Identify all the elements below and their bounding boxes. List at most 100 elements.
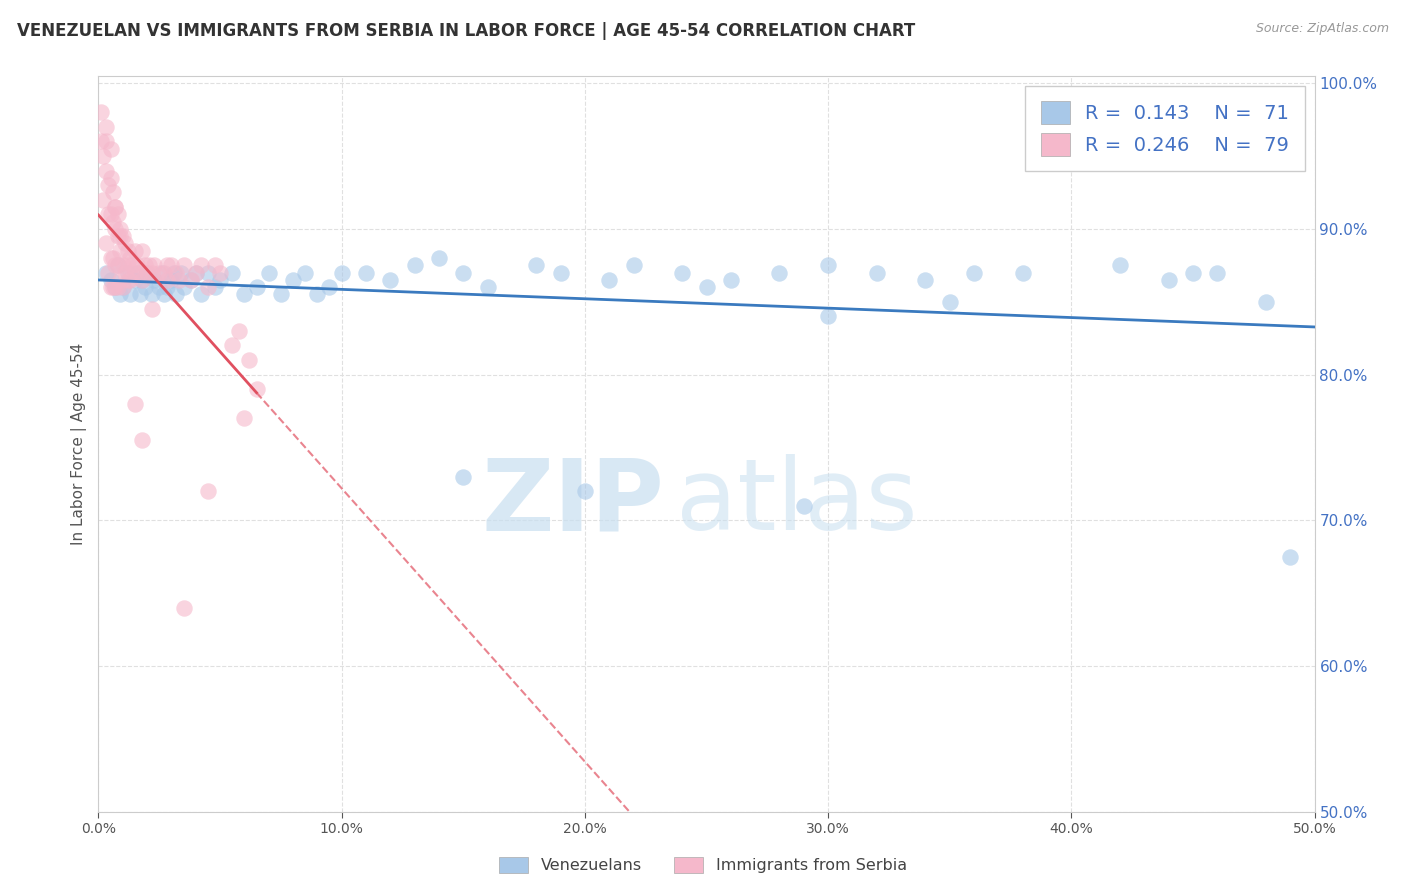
Point bbox=[134, 258, 156, 272]
Point bbox=[94, 163, 117, 178]
Point bbox=[111, 280, 134, 294]
Point bbox=[245, 280, 267, 294]
Point bbox=[101, 280, 124, 294]
Point bbox=[167, 273, 190, 287]
Point bbox=[100, 280, 122, 294]
Point bbox=[104, 200, 127, 214]
Point bbox=[233, 411, 256, 425]
Point bbox=[111, 280, 134, 294]
Point bbox=[257, 266, 280, 280]
Point bbox=[1182, 266, 1205, 280]
Point bbox=[204, 258, 226, 272]
Point bbox=[131, 433, 153, 447]
Point bbox=[720, 273, 742, 287]
Point bbox=[209, 273, 232, 287]
Point bbox=[1279, 549, 1302, 564]
Point bbox=[281, 273, 304, 287]
Point bbox=[233, 287, 256, 301]
Point bbox=[117, 273, 139, 287]
Point bbox=[148, 280, 170, 294]
Point bbox=[101, 214, 124, 228]
Point bbox=[118, 273, 141, 287]
Point bbox=[110, 244, 132, 258]
Point bbox=[118, 287, 141, 301]
Point bbox=[204, 280, 226, 294]
Point bbox=[1206, 266, 1229, 280]
Point bbox=[131, 273, 153, 287]
Point bbox=[124, 266, 146, 280]
Point bbox=[696, 280, 718, 294]
Point bbox=[128, 287, 150, 301]
Point bbox=[111, 229, 134, 244]
Point bbox=[939, 294, 962, 309]
Point bbox=[100, 170, 122, 185]
Point bbox=[817, 258, 839, 272]
Point bbox=[294, 266, 316, 280]
Point bbox=[197, 266, 219, 280]
Legend: Venezuelans, Immigrants from Serbia: Venezuelans, Immigrants from Serbia bbox=[494, 850, 912, 880]
Point bbox=[173, 280, 195, 294]
Point bbox=[141, 266, 163, 280]
Point bbox=[330, 266, 353, 280]
Point bbox=[101, 186, 124, 200]
Point bbox=[173, 600, 195, 615]
Point bbox=[143, 258, 166, 272]
Point bbox=[91, 193, 114, 207]
Point bbox=[110, 273, 132, 287]
Point bbox=[170, 266, 193, 280]
Point bbox=[1109, 258, 1132, 272]
Point bbox=[134, 280, 156, 294]
Point bbox=[148, 266, 170, 280]
Point bbox=[118, 251, 141, 265]
Point bbox=[184, 266, 207, 280]
Point bbox=[100, 142, 122, 156]
Point bbox=[354, 266, 377, 280]
Point bbox=[228, 324, 250, 338]
Point bbox=[453, 266, 475, 280]
Point bbox=[131, 244, 153, 258]
Point bbox=[90, 135, 112, 149]
Point bbox=[155, 273, 177, 287]
Point bbox=[238, 353, 260, 368]
Point bbox=[245, 382, 267, 396]
Point bbox=[104, 280, 127, 294]
Point bbox=[107, 258, 129, 272]
Point bbox=[160, 258, 183, 272]
Point bbox=[100, 207, 122, 221]
Point bbox=[270, 287, 292, 301]
Point bbox=[550, 266, 572, 280]
Point bbox=[107, 280, 129, 294]
Point bbox=[117, 266, 139, 280]
Point bbox=[817, 310, 839, 324]
Point bbox=[104, 200, 127, 214]
Point bbox=[914, 273, 936, 287]
Point bbox=[963, 266, 986, 280]
Y-axis label: In Labor Force | Age 45-54: In Labor Force | Age 45-54 bbox=[72, 343, 87, 545]
Point bbox=[97, 178, 120, 193]
Point bbox=[128, 266, 150, 280]
Point bbox=[124, 244, 146, 258]
Point bbox=[138, 258, 160, 272]
Point bbox=[866, 266, 889, 280]
Point bbox=[1254, 294, 1277, 309]
Point bbox=[100, 273, 122, 287]
Point bbox=[197, 280, 219, 294]
Point bbox=[94, 266, 117, 280]
Text: atlas: atlas bbox=[676, 454, 918, 551]
Point bbox=[104, 222, 127, 236]
Point bbox=[107, 258, 129, 272]
Point bbox=[190, 287, 212, 301]
Point bbox=[1157, 273, 1180, 287]
Text: VENEZUELAN VS IMMIGRANTS FROM SERBIA IN LABOR FORCE | AGE 45-54 CORRELATION CHAR: VENEZUELAN VS IMMIGRANTS FROM SERBIA IN … bbox=[17, 22, 915, 40]
Point bbox=[110, 222, 132, 236]
Point bbox=[318, 280, 340, 294]
Point bbox=[574, 484, 596, 499]
Point bbox=[117, 258, 139, 272]
Text: Source: ZipAtlas.com: Source: ZipAtlas.com bbox=[1256, 22, 1389, 36]
Legend: R =  0.143    N =  71, R =  0.246    N =  79: R = 0.143 N = 71, R = 0.246 N = 79 bbox=[1025, 86, 1305, 171]
Point bbox=[150, 266, 173, 280]
Point bbox=[110, 287, 132, 301]
Point bbox=[221, 338, 243, 352]
Point bbox=[221, 266, 243, 280]
Point bbox=[153, 266, 176, 280]
